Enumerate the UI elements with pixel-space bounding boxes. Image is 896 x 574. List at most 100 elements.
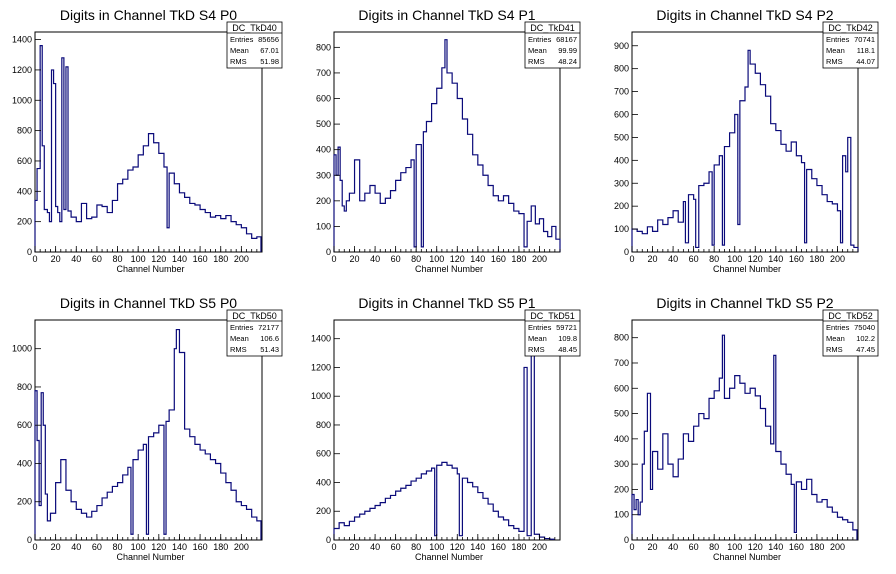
y-tick-label: 500 — [614, 132, 629, 142]
x-tick-label: 20 — [51, 542, 61, 552]
stats-label: RMS — [826, 57, 843, 66]
x-tick-label: 100 — [727, 542, 742, 552]
x-axis-title: Channel Number — [713, 552, 781, 562]
stats-box — [524, 21, 581, 69]
x-tick-label: 100 — [429, 542, 444, 552]
stats-label: RMS — [528, 57, 545, 66]
x-tick-label: 100 — [131, 542, 146, 552]
x-tick-label: 80 — [113, 254, 123, 264]
stats-label: RMS — [230, 57, 247, 66]
stats-value: 106.6 — [260, 334, 279, 343]
y-tick-label: 900 — [614, 41, 629, 51]
x-tick-label: 20 — [51, 254, 61, 264]
x-tick-label: 200 — [234, 254, 249, 264]
x-tick-label: 140 — [172, 542, 187, 552]
y-tick-label: 0 — [27, 247, 32, 257]
y-tick-label: 600 — [316, 94, 331, 104]
y-tick-label: 700 — [614, 87, 629, 97]
stats-label: Entries — [826, 35, 850, 44]
y-tick-label: 400 — [614, 155, 629, 165]
x-tick-label: 120 — [151, 254, 166, 264]
x-tick-label: 80 — [113, 542, 123, 552]
y-tick-label: 400 — [17, 458, 32, 468]
stats-label: Mean — [826, 334, 845, 343]
x-tick-label: 20 — [350, 542, 360, 552]
y-tick-label: 300 — [614, 178, 629, 188]
y-tick-label: 1000 — [311, 391, 331, 401]
x-tick-label: 0 — [629, 254, 634, 264]
stats-box — [226, 309, 283, 357]
stats-box — [226, 21, 283, 69]
plot-title: Digits in Channel TkD S4 P2 — [656, 7, 833, 23]
y-tick-label: 200 — [17, 497, 32, 507]
y-tick-label: 600 — [17, 420, 32, 430]
x-tick-label: 0 — [629, 542, 634, 552]
x-axis-title: Channel Number — [415, 552, 483, 562]
stats-value: 85656 — [258, 35, 279, 44]
stats-value: 47.45 — [856, 345, 875, 354]
histogram-panel: Digits in Channel TkD S5 P0 0 20 40 60 80 100 1… — [12, 295, 283, 562]
y-tick-label: 500 — [316, 119, 331, 129]
x-tick-label: 160 — [491, 254, 506, 264]
y-tick-label: 200 — [316, 506, 331, 516]
y-tick-label: 100 — [614, 224, 629, 234]
x-tick-label: 140 — [470, 542, 485, 552]
x-tick-label: 0 — [331, 254, 336, 264]
y-tick-label: 600 — [17, 156, 32, 166]
stats-value: 44.07 — [856, 57, 875, 66]
histogram-series — [34, 328, 262, 540]
x-tick-label: 40 — [370, 542, 380, 552]
y-tick-label: 400 — [316, 477, 331, 487]
y-tick-label: 0 — [326, 247, 331, 257]
x-tick-label: 200 — [532, 254, 547, 264]
x-tick-label: 120 — [748, 542, 763, 552]
plot-title: Digits in Channel TkD S4 P1 — [358, 7, 535, 23]
x-tick-label: 140 — [768, 254, 783, 264]
x-tick-label: 60 — [689, 254, 699, 264]
plot-title: Digits in Channel TkD S5 P0 — [60, 295, 237, 311]
stats-value: 68167 — [556, 35, 577, 44]
y-tick-label: 800 — [17, 126, 32, 136]
y-tick-label: 1000 — [12, 344, 32, 354]
histogram-series — [631, 334, 858, 540]
stats-box — [822, 21, 879, 69]
x-tick-label: 60 — [391, 542, 401, 552]
x-axis-title: Channel Number — [116, 264, 184, 274]
stats-name: DC_TkD42 — [828, 23, 873, 33]
x-tick-label: 180 — [809, 254, 824, 264]
stats-name: DC_TkD40 — [232, 23, 277, 33]
y-tick-label: 0 — [624, 535, 629, 545]
stats-value: 102.2 — [856, 334, 875, 343]
y-tick-label: 600 — [614, 383, 629, 393]
stats-value: 51.43 — [260, 345, 279, 354]
stats-label: Mean — [230, 334, 249, 343]
x-tick-label: 40 — [370, 254, 380, 264]
y-tick-label: 1400 — [311, 334, 331, 344]
stats-value: 72177 — [258, 323, 279, 332]
stats-label: RMS — [826, 345, 843, 354]
stats-value: 59721 — [556, 323, 577, 332]
x-tick-label: 60 — [689, 542, 699, 552]
y-tick-label: 800 — [17, 382, 32, 392]
stats-value: 48.24 — [558, 57, 577, 66]
x-tick-label: 180 — [809, 542, 824, 552]
y-tick-label: 800 — [316, 420, 331, 430]
y-tick-label: 0 — [624, 247, 629, 257]
stats-name: DC_TkD52 — [828, 311, 873, 321]
x-tick-label: 40 — [71, 542, 81, 552]
x-tick-label: 200 — [234, 542, 249, 552]
stats-value: 75040 — [854, 323, 875, 332]
plot-title: Digits in Channel TkD S5 P1 — [358, 295, 535, 311]
histogram-panel: Digits in Channel TkD S4 P2 0 20 40 60 80 100 1… — [614, 7, 879, 274]
x-tick-label: 60 — [391, 254, 401, 264]
x-tick-label: 160 — [789, 542, 804, 552]
stats-value: 99.99 — [558, 46, 577, 55]
y-tick-label: 800 — [614, 64, 629, 74]
stats-label: Mean — [528, 46, 547, 55]
stats-label: Mean — [528, 334, 547, 343]
y-tick-label: 600 — [614, 110, 629, 120]
x-axis-title: Channel Number — [116, 552, 184, 562]
histogram-series — [34, 45, 262, 252]
stats-box — [822, 309, 879, 357]
